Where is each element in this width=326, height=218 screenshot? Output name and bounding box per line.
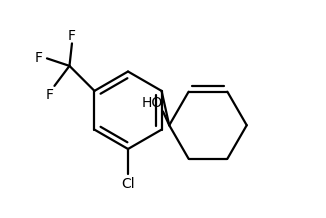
Text: F: F bbox=[68, 29, 76, 43]
Text: HO: HO bbox=[141, 96, 162, 110]
Text: F: F bbox=[45, 88, 53, 102]
Text: F: F bbox=[34, 51, 42, 65]
Text: Cl: Cl bbox=[121, 177, 135, 191]
